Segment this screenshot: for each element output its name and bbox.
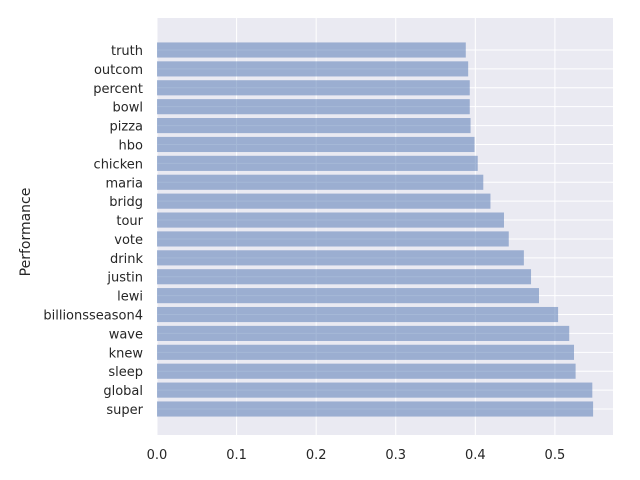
bar-tour: [157, 212, 504, 228]
y-tick-label-lewi: lewi: [117, 290, 143, 305]
x-tick-label: 0.3: [385, 448, 406, 463]
bar-chicken: [157, 155, 478, 171]
bar-bowl: [157, 99, 470, 115]
bar-percent: [157, 80, 470, 96]
bar-lewi: [157, 288, 539, 304]
y-tick-label-wave: wave: [109, 327, 143, 342]
y-tick-label-chicken: chicken: [94, 157, 143, 172]
y-tick-label-bridg: bridg: [109, 195, 143, 210]
bar-hbo: [157, 136, 475, 153]
x-tick-label: 0.0: [147, 448, 168, 463]
bar-maria: [157, 174, 484, 190]
y-tick-label-justin: justin: [106, 271, 143, 286]
bar-billionsseason4: [157, 306, 559, 323]
x-tick-label: 0.1: [226, 448, 247, 463]
bar-drink: [157, 250, 524, 266]
y-tick-label-truth: truth: [111, 44, 143, 59]
y-tick-label-sleep: sleep: [108, 365, 143, 380]
bar-super: [157, 401, 594, 417]
x-tick-label: 0.5: [545, 448, 566, 463]
y-tick-label-drink: drink: [110, 252, 143, 267]
y-tick-label-pizza: pizza: [110, 120, 143, 135]
bar-global: [157, 382, 593, 398]
bar-truth: [157, 42, 466, 58]
y-tick-label-knew: knew: [109, 346, 144, 361]
y-tick-label-hbo: hbo: [119, 138, 143, 153]
bar-wave: [157, 325, 570, 341]
bar-justin: [157, 269, 532, 285]
y-tick-label-maria: maria: [105, 176, 143, 191]
y-tick-label-super: super: [106, 403, 143, 418]
bars: [157, 42, 594, 417]
y-tick-label-tour: tour: [116, 214, 143, 229]
x-tick-label: 0.4: [465, 448, 486, 463]
bar-knew: [157, 344, 575, 360]
bar-sleep: [157, 363, 576, 379]
y-tick-label-global: global: [103, 384, 143, 399]
bar-bridg: [157, 193, 491, 209]
y-tick-labels: super global sleep knew wave billionsseason4 l…: [43, 44, 143, 418]
x-tick-labels: 0.0 0.1 0.2 0.3 0.4 0.5: [147, 448, 566, 463]
y-tick-label-outcom: outcom: [94, 63, 143, 78]
y-axis-label: Performance: [18, 188, 34, 277]
bar-vote: [157, 231, 509, 247]
y-tick-label-bowl: bowl: [113, 101, 143, 116]
y-tick-label-billionsseason4: billionsseason4: [43, 309, 143, 324]
bar-outcom: [157, 61, 469, 77]
y-tick-label-vote: vote: [114, 233, 143, 248]
x-tick-label: 0.2: [306, 448, 327, 463]
bar-pizza: [157, 118, 471, 134]
y-tick-label-percent: percent: [93, 82, 143, 97]
